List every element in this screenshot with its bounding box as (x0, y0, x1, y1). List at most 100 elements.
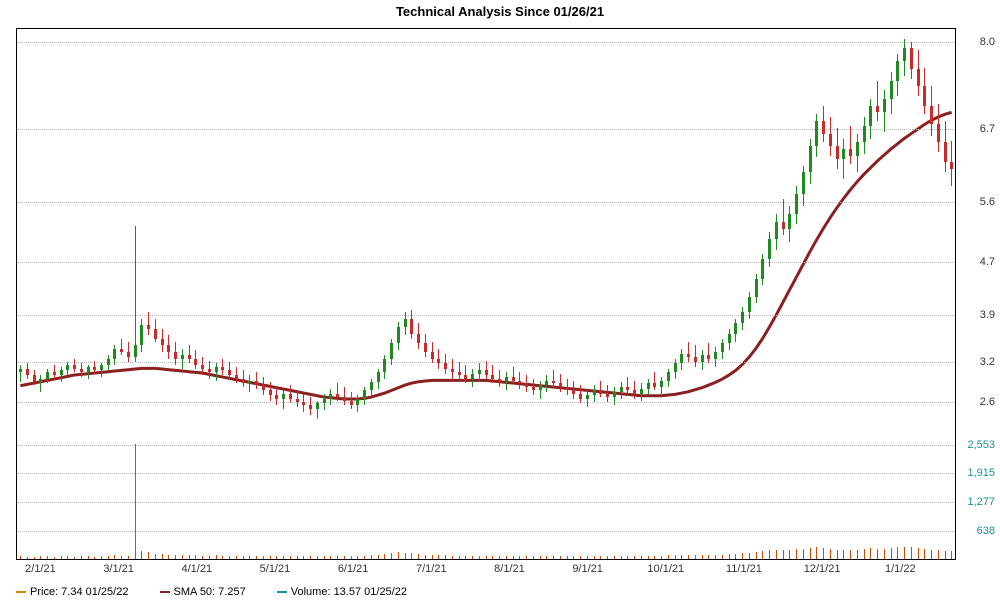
xtick: 1/1/22 (885, 563, 916, 575)
price-pane: 2.63.23.94.75.66.78.0 (17, 29, 955, 442)
volume-bar (668, 555, 669, 559)
volume-bar (452, 556, 453, 560)
volume-bar (20, 556, 21, 559)
volume-bar (897, 547, 898, 559)
volume-ytick: 2,553 (967, 439, 995, 451)
volume-bar (155, 554, 156, 559)
volume-bar (189, 555, 190, 559)
volume-bar (276, 556, 277, 559)
volume-bar (114, 555, 115, 559)
volume-bar (61, 556, 62, 559)
volume-bar (587, 556, 588, 559)
volume-bar (270, 556, 271, 559)
volume-bar (128, 556, 129, 559)
volume-bar (938, 550, 939, 559)
volume-bar (607, 556, 608, 559)
xtick: 12/1/21 (804, 563, 841, 575)
volume-bar (722, 555, 723, 559)
volume-bar (519, 556, 520, 559)
volume-bar (904, 547, 905, 559)
volume-bar (74, 557, 75, 559)
volume-bar (445, 555, 446, 559)
volume-bar (621, 556, 622, 559)
volume-bar (391, 553, 392, 559)
legend: Price: 7.34 01/25/22 SMA 50: 7.257 Volum… (16, 586, 435, 598)
price-ytick: 3.2 (980, 356, 995, 368)
xtick: 7/1/21 (416, 563, 447, 575)
volume-ytick: 1,277 (967, 496, 995, 508)
volume-bar (857, 550, 858, 559)
volume-bar (67, 556, 68, 559)
volume-bar (540, 556, 541, 559)
volume-bar (843, 550, 844, 559)
volume-bar (418, 554, 419, 559)
volume-bar (594, 556, 595, 559)
volume-bar (337, 556, 338, 559)
volume-bar (202, 556, 203, 560)
volume-bar (924, 549, 925, 559)
volume-bar (830, 549, 831, 559)
volume-bar (877, 549, 878, 559)
volume-bar (34, 557, 35, 559)
volume-bar (459, 556, 460, 559)
volume-bar (884, 549, 885, 559)
xtick: 3/1/21 (103, 563, 134, 575)
volume-bar (762, 551, 763, 559)
chart-area: 2.63.23.94.75.66.78.0 6381,2771,9152,553… (16, 28, 956, 560)
volume-bar (310, 556, 311, 559)
xtick: 2/1/21 (25, 563, 56, 575)
volume-bar (141, 551, 142, 559)
xtick: 9/1/21 (572, 563, 603, 575)
volume-bar (654, 556, 655, 559)
volume-bar (614, 556, 615, 559)
volume-bar (580, 556, 581, 559)
volume-bar (735, 554, 736, 559)
volume-bar (513, 556, 514, 559)
volume-bar (634, 556, 635, 559)
volume-bar (945, 551, 946, 559)
volume-bar (472, 556, 473, 559)
volume-bar (168, 555, 169, 560)
volume-bar (378, 555, 379, 559)
price-ytick: 4.7 (980, 256, 995, 268)
volume-bar (789, 550, 790, 559)
volume-bar (324, 556, 325, 559)
xtick: 8/1/21 (494, 563, 525, 575)
volume-bar (918, 548, 919, 559)
volume-bar (27, 557, 28, 559)
xtick: 10/1/21 (647, 563, 684, 575)
volume-bar (121, 556, 122, 560)
volume-bar (796, 549, 797, 559)
chart-title: Technical Analysis Since 01/26/21 (0, 4, 1000, 19)
legend-price: Price: 7.34 01/25/22 (16, 586, 128, 598)
volume-bar (823, 548, 824, 559)
volume-bar (499, 556, 500, 559)
volume-bar (40, 556, 41, 559)
volume-bar (438, 555, 439, 559)
volume-pane: 6381,2771,9152,553 (17, 442, 955, 559)
xtick: 11/1/21 (726, 563, 762, 575)
volume-bar (357, 556, 358, 559)
volume-bar (641, 556, 642, 559)
volume-bar (229, 556, 230, 559)
xtick: 6/1/21 (338, 563, 369, 575)
volume-bar (864, 549, 865, 559)
volume-bar (47, 556, 48, 559)
volume-bar (411, 553, 412, 559)
volume-bar (182, 555, 183, 559)
volume-bar (216, 555, 217, 559)
volume-bar (371, 555, 372, 559)
volume-bar (931, 550, 932, 559)
volume-bar (256, 556, 257, 559)
volume-bar (756, 552, 757, 559)
volume-bar (688, 555, 689, 559)
volume-bar (195, 555, 196, 559)
volume-bar (661, 556, 662, 559)
volume-bar (951, 551, 952, 559)
volume-bar (729, 554, 730, 559)
volume-bar (776, 550, 777, 559)
volume-bar (708, 555, 709, 559)
volume-bar (101, 556, 102, 559)
volume-ytick: 1,915 (967, 467, 995, 479)
volume-bar (648, 556, 649, 559)
